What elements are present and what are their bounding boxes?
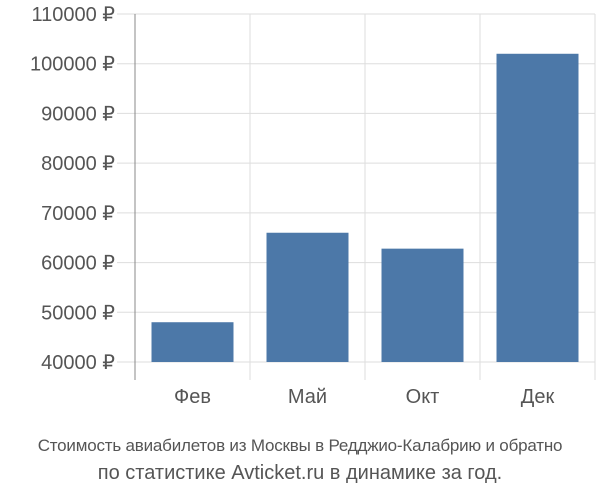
- caption-line-2: по статистике Avticket.ru в динамике за …: [97, 462, 503, 484]
- x-axis-ticks: Фев Май Окт Дек: [174, 386, 554, 408]
- y-tick-label: 90000 ₽: [41, 103, 115, 125]
- x-tick-label: Май: [288, 386, 327, 408]
- y-tick-label: 40000 ₽: [41, 352, 115, 374]
- x-tick-label: Фев: [174, 386, 211, 408]
- y-axis-ticks: 40000 ₽ 50000 ₽ 60000 ₽ 70000 ₽ 80000 ₽ 90000…: [30, 4, 115, 374]
- y-tick-label: 80000 ₽: [41, 153, 115, 175]
- gridlines: [117, 13, 596, 380]
- bar-chart: 40000 ₽ 50000 ₽ 60000 ₽ 70000 ₽ 80000 ₽ 90000…: [30, 4, 596, 408]
- y-tick-label: 50000 ₽: [41, 302, 115, 324]
- bar-1: [151, 322, 234, 362]
- x-tick-label: Окт: [406, 386, 440, 408]
- bar-4: [496, 53, 579, 363]
- bars: [151, 53, 579, 363]
- y-tick-label: 60000 ₽: [41, 253, 115, 275]
- bar-3: [381, 248, 464, 362]
- bar-2: [266, 232, 349, 362]
- caption-line-1: Стоимость авиабилетов из Москвы в Редджи…: [37, 436, 563, 455]
- x-tick-label: Дек: [521, 386, 555, 408]
- y-tick-label: 100000 ₽: [30, 54, 115, 76]
- y-tick-label: 110000 ₽: [31, 4, 115, 26]
- y-tick-label: 70000 ₽: [41, 203, 115, 225]
